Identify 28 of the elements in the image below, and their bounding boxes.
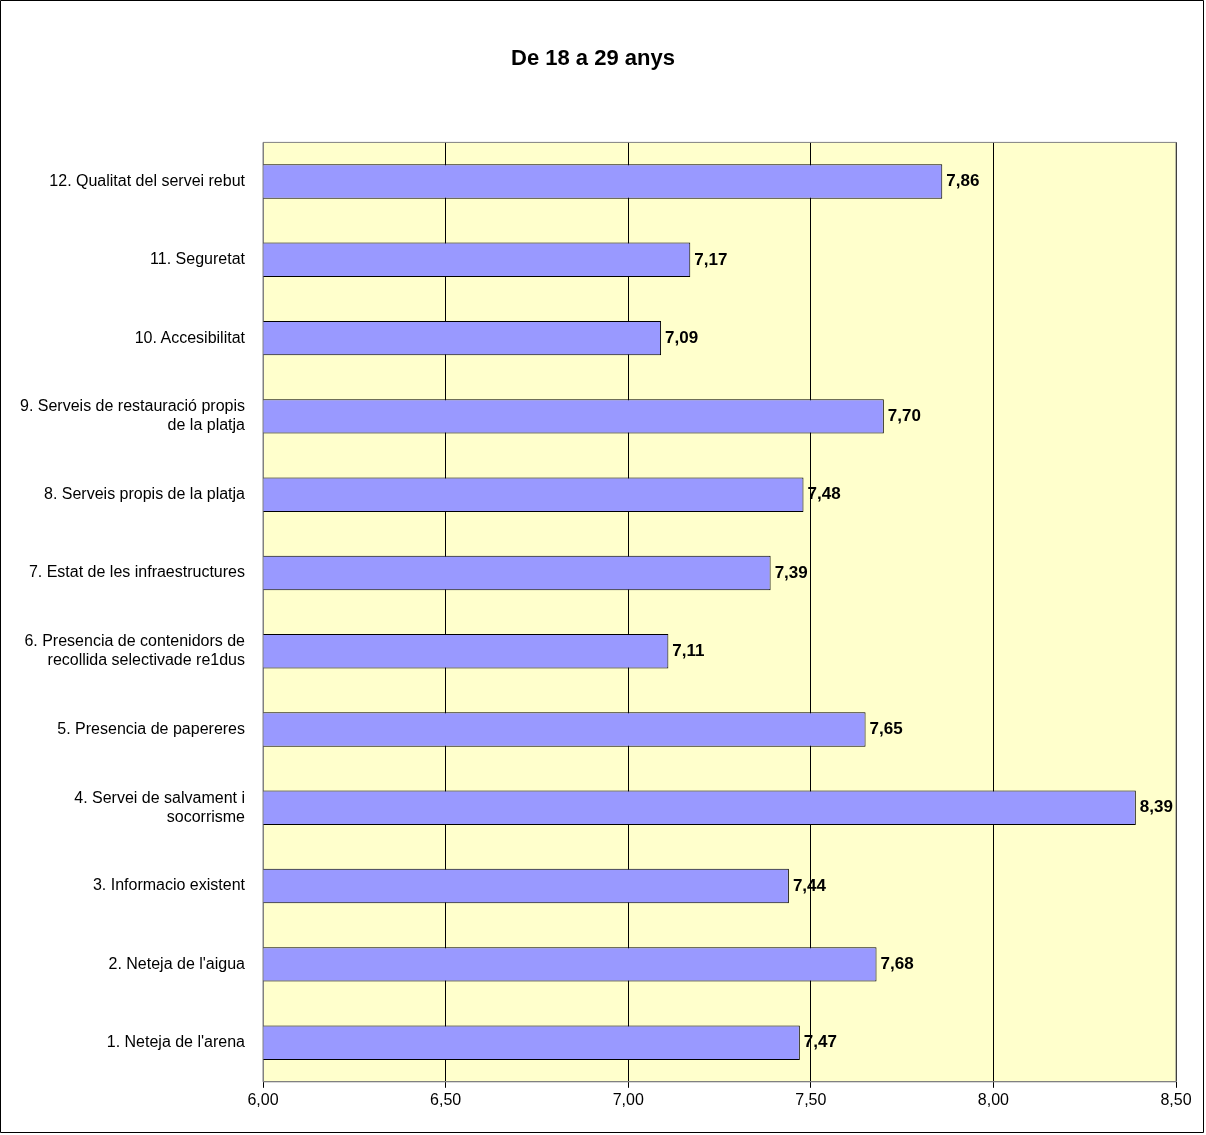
x-tick-label: 7,00	[612, 1090, 644, 1108]
data-label: 7,65	[869, 719, 903, 739]
data-label: 7,11	[672, 640, 705, 660]
y-tick-label: 5. Presencia de papereres	[57, 719, 245, 737]
data-label: 8,39	[1139, 797, 1173, 817]
y-tick-label: 9. Serveis de restauració propis de la platja	[20, 397, 246, 434]
x-tick-label: 6,00	[247, 1090, 279, 1108]
y-tick-label: 1. Neteja de l'arena	[106, 1033, 246, 1051]
x-tick-label: 8,50	[1160, 1090, 1192, 1108]
chart-title: De 18 a 29 anys	[511, 45, 675, 71]
data-label: 7,70	[887, 406, 921, 426]
data-label: 7,68	[880, 954, 914, 974]
data-label: 7,39	[774, 562, 808, 582]
y-tick-label: 7. Estat de les infraestructures	[28, 563, 245, 581]
y-tick-label: 6. Presencia de contenidors de recollida selectivade re1dus	[24, 632, 246, 669]
y-tick-label: 12. Qualitat del servei rebut	[49, 171, 246, 189]
y-tick-label: 2. Neteja de l'aigua	[108, 954, 246, 972]
x-tick-label: 7,50	[795, 1090, 827, 1108]
data-label: 7,86	[946, 171, 980, 191]
y-tick-label: 4. Servei de salvament i socorrisme	[74, 788, 246, 825]
data-label: 7,09	[665, 327, 699, 347]
x-tick-label: 6,50	[430, 1090, 462, 1108]
y-tick-label: 8. Serveis propis de la platja	[44, 485, 246, 503]
y-tick-label: 10. Accesibilitat	[134, 328, 246, 346]
x-tick-label: 8,00	[977, 1090, 1010, 1108]
data-label: 7,17	[694, 249, 728, 269]
y-tick-label: 3. Informacio existent	[92, 876, 246, 894]
y-tick-label: 11. Seguretat	[150, 250, 246, 268]
